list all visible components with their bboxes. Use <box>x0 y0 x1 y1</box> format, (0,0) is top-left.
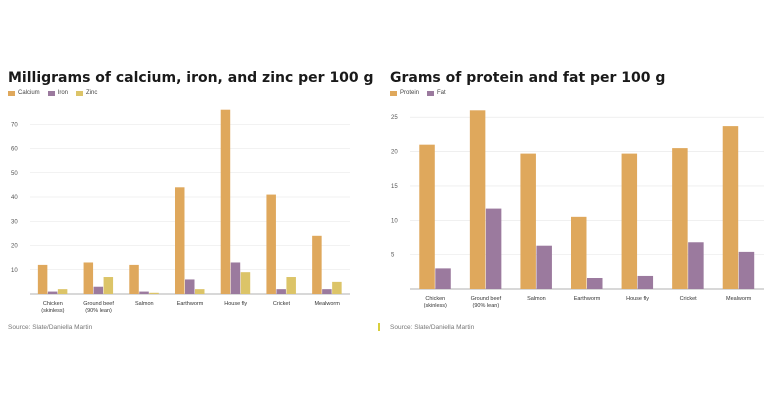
bar-fat-ground-beef-90-lean <box>485 208 502 289</box>
y-tick-label: 5 <box>391 253 395 259</box>
legend-swatch-iron <box>47 90 55 96</box>
bar-fat-mealworm <box>738 251 755 289</box>
x-tick-label: Mealworm <box>726 296 752 302</box>
y-tick-label: 20 <box>391 150 398 156</box>
bar-protein-house-fly <box>621 153 638 289</box>
chart-source: Source: Slate/Daniella Martin <box>390 324 475 331</box>
bar-calcium-chicken-skinless <box>37 264 48 294</box>
calcium-iron-zinc-chart: Milligrams of calcium, iron, and zinc pe… <box>8 70 374 331</box>
x-tick-label: Earthworm <box>177 301 204 307</box>
legend-swatch-calcium <box>8 90 15 96</box>
bar-protein-ground-beef-90-lean <box>469 110 486 290</box>
legend-swatch-protein <box>390 90 397 96</box>
legend-item-iron: Iron <box>47 90 69 96</box>
bar-fat-salmon <box>536 245 552 289</box>
bar-zinc-earthworm <box>195 289 205 294</box>
y-tick-label: 10 <box>391 218 398 224</box>
bar-fat-chicken-skinless <box>435 268 451 289</box>
x-tick-label: Ground beef (90% lean) <box>83 301 114 314</box>
legend-item-fat: Fat <box>427 90 446 96</box>
x-tick-label: House fly <box>626 296 649 302</box>
legend-item-zinc: Zinc <box>76 90 97 96</box>
y-tick-label: 40 <box>11 195 18 201</box>
chart-title: Grams of protein and fat per 100 g <box>390 70 666 86</box>
legend-label-calcium: Calcium <box>18 90 40 96</box>
bar-calcium-house-fly <box>220 109 231 294</box>
x-tick-label: Cricket <box>273 301 291 307</box>
y-tick-label: 30 <box>11 219 18 225</box>
bar-calcium-cricket <box>266 194 276 294</box>
bar-calcium-earthworm <box>175 187 185 294</box>
bar-zinc-cricket <box>286 277 296 294</box>
x-tick-label: Mealworm <box>314 301 340 307</box>
bar-fat-cricket <box>688 242 704 289</box>
protein-fat-chart: Grams of protein and fat per 100 g Prote… <box>384 0 768 409</box>
bar-protein-mealworm <box>722 126 739 289</box>
y-tick-label: 70 <box>11 122 18 128</box>
y-tick-label: 15 <box>391 184 398 190</box>
bar-protein-salmon <box>520 153 536 289</box>
x-tick-label: Chicken (skinless) <box>424 296 447 309</box>
y-tick-label: 25 <box>391 115 398 121</box>
y-tick-label: 20 <box>11 244 18 250</box>
bar-zinc-house-fly <box>240 272 251 294</box>
bar-calcium-salmon <box>129 264 139 294</box>
x-tick-label: Salmon <box>527 296 546 302</box>
bar-iron-salmon <box>139 291 149 294</box>
bar-iron-house-fly <box>230 262 241 294</box>
x-tick-label: Ground beef (90% lean) <box>471 296 502 309</box>
chart-plot: 5 10 15 20 25 Chicken (skinless) Ground beef (90… <box>391 110 764 309</box>
bar-zinc-chicken-skinless <box>57 289 68 294</box>
bar-protein-cricket <box>672 148 688 289</box>
legend-label-fat: Fat <box>437 90 446 96</box>
y-tick-label: 50 <box>11 171 18 177</box>
bar-protein-chicken-skinless <box>419 144 435 289</box>
legend-item-calcium: Calcium <box>8 90 40 96</box>
legend-swatch-zinc <box>76 90 84 96</box>
x-tick-label: House fly <box>224 301 247 307</box>
bar-zinc-salmon <box>149 292 159 294</box>
bar-fat-earthworm <box>587 278 603 289</box>
bar-iron-ground-beef-90-lean <box>93 286 104 294</box>
bar-fat-house-fly <box>637 275 654 289</box>
chart-title: Milligrams of calcium, iron, and zinc pe… <box>8 70 374 86</box>
bar-iron-earthworm <box>185 279 195 294</box>
legend-swatch-fat <box>427 90 435 96</box>
chart-source: Source: Slate/Daniella Martin <box>8 324 93 331</box>
bar-zinc-mealworm <box>332 281 342 294</box>
bar-iron-mealworm <box>322 289 332 294</box>
bar-iron-chicken-skinless <box>47 291 58 294</box>
y-tick-label: 60 <box>11 147 18 153</box>
x-tick-label: Salmon <box>135 301 154 307</box>
legend-label-iron: Iron <box>57 90 69 96</box>
bar-calcium-mealworm <box>312 235 322 294</box>
chart-plot: 10 20 30 40 50 60 70 Chicken (skinless) Ground be… <box>11 109 350 314</box>
legend-label-protein: Protein <box>400 90 420 96</box>
chart-legend: Calcium Iron Zinc <box>8 90 97 96</box>
y-tick-label: 10 <box>11 268 18 274</box>
x-tick-label: Cricket <box>680 296 698 302</box>
divider-marker <box>378 323 380 331</box>
legend-label-zinc: Zinc <box>86 90 98 96</box>
chart-legend: Protein Fat <box>390 90 446 96</box>
bar-zinc-ground-beef-90-lean <box>103 277 114 294</box>
bar-protein-earthworm <box>571 216 587 289</box>
bar-iron-cricket <box>276 289 286 294</box>
x-tick-label: Earthworm <box>574 296 601 302</box>
x-tick-label: Chicken (skinless) <box>41 301 64 314</box>
legend-item-protein: Protein <box>390 90 419 96</box>
bar-calcium-ground-beef-90-lean <box>83 262 94 294</box>
